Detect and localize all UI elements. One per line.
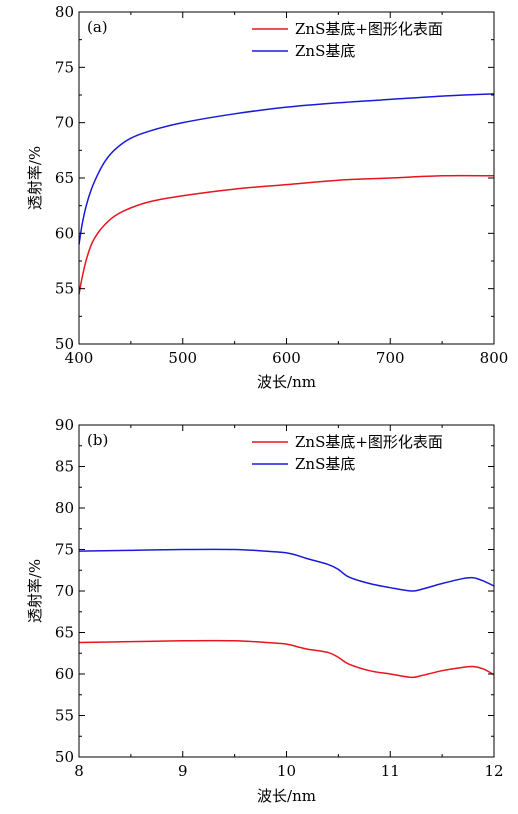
x-tick-label: 12 (484, 762, 503, 780)
legend-entry-0: ZnS基底+图形化表面 (295, 20, 443, 38)
series-line-1 (78, 93, 495, 245)
y-tick-label: 50 (55, 748, 74, 766)
panel-label: (a) (87, 18, 108, 36)
y-tick-label: 70 (55, 582, 74, 600)
panel-1: 8 9 10 11 12 50 55 60 65 70 75 80 85 90 波长/nm 透射率/% (b) Z… (26, 416, 504, 805)
y-tick-label: 55 (55, 707, 74, 725)
series-line-0 (78, 639, 495, 679)
y-tick-label: 85 (55, 458, 74, 476)
y-tick-label: 55 (55, 280, 74, 298)
y-tick-label: 50 (55, 335, 74, 353)
x-tick-label: 700 (376, 349, 405, 367)
y-tick-label: 80 (55, 499, 74, 517)
y-axis-label: 透射率/% (26, 559, 44, 623)
x-axis-label: 波长/nm (257, 373, 316, 391)
plot-frame (78, 11, 495, 345)
plot-frame (78, 424, 495, 758)
panel-0: 400 500 600 700 800 50 55 60 65 70 75 80 波长/nm 透射率/% (… (26, 3, 508, 391)
y-tick-label: 75 (55, 58, 74, 76)
y-axis-label: 透射率/% (26, 146, 44, 210)
y-tick-label: 60 (55, 224, 74, 242)
y-tick-label: 65 (55, 169, 74, 187)
legend: ZnS基底+图形化表面 ZnS基底 (252, 433, 443, 473)
y-tick-label: 60 (55, 665, 74, 683)
x-tick-label: 8 (74, 762, 84, 780)
legend-entry-1: ZnS基底 (295, 42, 355, 60)
x-axis-label: 波长/nm (257, 787, 316, 805)
legend-entry-0: ZnS基底+图形化表面 (295, 433, 443, 451)
y-tick-label: 80 (55, 3, 74, 21)
x-tick-label: 600 (272, 349, 301, 367)
y-tick-label: 90 (55, 416, 74, 434)
legend-entry-1: ZnS基底 (295, 455, 355, 473)
legend: ZnS基底+图形化表面 ZnS基底 (252, 20, 443, 60)
x-tick-label: 9 (178, 762, 188, 780)
series-line-0 (78, 174, 495, 295)
x-tick-label: 400 (65, 349, 94, 367)
y-tick-label: 65 (55, 624, 74, 642)
x-tick-label: 11 (381, 762, 400, 780)
x-tick-label: 500 (168, 349, 197, 367)
y-tick-label: 70 (55, 114, 74, 132)
series-line-1 (78, 548, 495, 592)
y-tick-label: 75 (55, 541, 74, 559)
x-tick-label: 800 (480, 349, 509, 367)
x-tick-label: 10 (277, 762, 296, 780)
panel-label: (b) (87, 431, 108, 449)
